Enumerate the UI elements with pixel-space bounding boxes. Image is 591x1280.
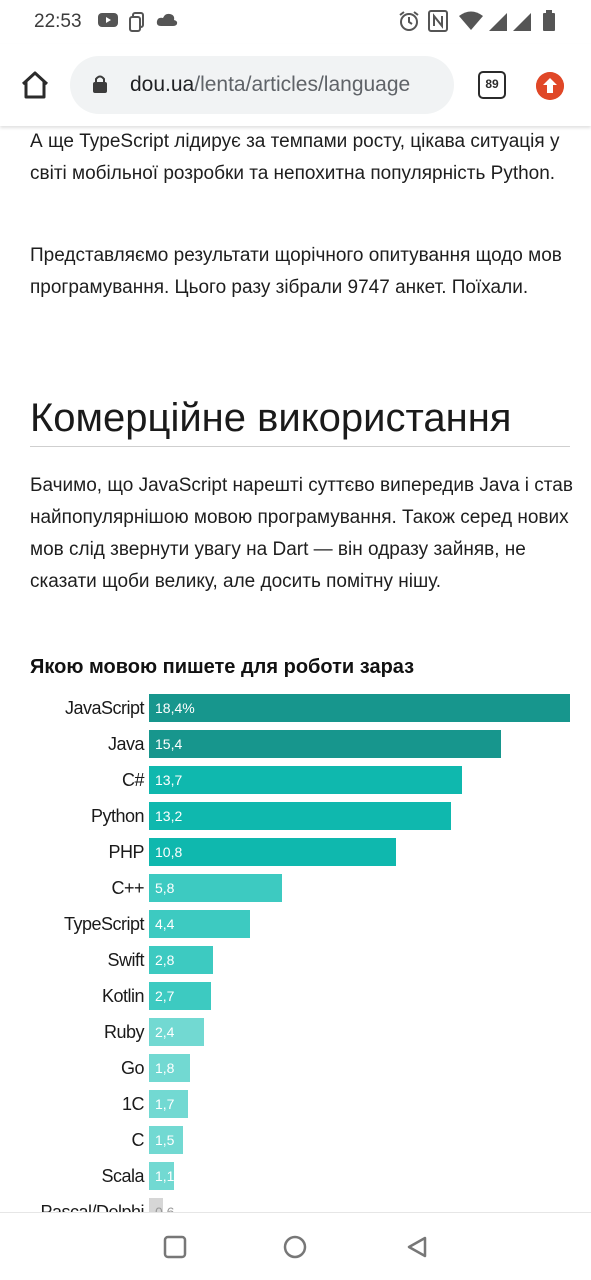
article-paragraph-2: Представляємо результати щорічного опиту… xyxy=(30,245,562,298)
chart-value-label: 2,4 xyxy=(155,1024,175,1040)
article-paragraph-1: А ще TypeScript лідирує за темпами росту… xyxy=(30,131,560,184)
chart-category-label: C xyxy=(131,1130,145,1150)
chart-bar: 2,7 xyxy=(149,982,211,1010)
battery-icon xyxy=(543,10,555,31)
copy-icon xyxy=(129,12,144,32)
chart-value-label: 2,8 xyxy=(155,952,175,968)
chart-row: TypeScript 4,4 xyxy=(0,909,591,939)
chart-category-label: Swift xyxy=(107,950,144,970)
cloud-icon xyxy=(156,13,178,26)
chart-bar: 5,8 xyxy=(149,874,282,902)
youtube-icon xyxy=(98,13,118,27)
wifi-icon xyxy=(459,11,483,30)
chart-bar: 2,8 xyxy=(149,946,213,974)
chart-category-label: 1C xyxy=(121,1094,145,1114)
chart-row: C++ 5,8 xyxy=(0,873,591,903)
chart-bar: 13,2 xyxy=(149,802,451,830)
chart-row: 1C 1,7 xyxy=(0,1089,591,1119)
chart-category-label: Kotlin xyxy=(101,986,145,1006)
home-button[interactable] xyxy=(14,64,56,106)
chart-bar: 1,8 xyxy=(149,1054,190,1082)
lock-icon xyxy=(93,75,107,93)
signal-icon-2 xyxy=(513,13,531,31)
nfc-icon xyxy=(428,10,448,32)
chart-value-label: 13,7 xyxy=(155,772,183,788)
chart-value-label: 1,8 xyxy=(155,1060,175,1076)
chart-bar: 1,1 xyxy=(149,1162,174,1190)
chart-bar: 13,7 xyxy=(149,766,462,794)
chart-category-label: Scala xyxy=(101,1166,144,1186)
system-nav-bar xyxy=(0,1212,591,1280)
status-time: 22:53 xyxy=(34,11,82,32)
url-text: dou.ua/lenta/articles/language xyxy=(130,73,410,97)
chart-category-label: JavaScript xyxy=(64,698,145,718)
chart-category-label: Ruby xyxy=(103,1022,145,1042)
chart-value-label: 10,8 xyxy=(155,844,183,860)
chart-value-label: 18,4% xyxy=(155,700,195,716)
status-bar: 22:53 xyxy=(0,0,591,44)
chart-row: Java 15,4 xyxy=(0,729,591,759)
chart-row: C 1,5 xyxy=(0,1125,591,1155)
chart-title: Якою мовою пишете для роботи зараз xyxy=(30,656,415,678)
chart-bar: 15,4 xyxy=(149,730,501,758)
chart-value-label: 1,1 xyxy=(155,1168,175,1184)
chart-category-label: Java xyxy=(107,734,145,754)
update-chrome-icon[interactable] xyxy=(536,72,564,100)
chart-category-label: TypeScript xyxy=(63,914,145,934)
chart-row: Swift 2,8 xyxy=(0,945,591,975)
chart-bar: 10,8 xyxy=(149,838,396,866)
chart-value-label: 5,8 xyxy=(155,880,175,896)
tab-switcher-button[interactable]: 89 xyxy=(478,71,506,99)
article-paragraph-3: Бачимо, що JavaScript нарешті суттєво ви… xyxy=(30,475,573,592)
url-path: /lenta/articles/language xyxy=(194,73,411,96)
chart-bar: 1,5 xyxy=(149,1126,183,1154)
chart-row: Kotlin 2,7 xyxy=(0,981,591,1011)
chart-category-label: Pascal/Delphi xyxy=(40,1202,144,1213)
chart-bar: 2,4 xyxy=(149,1018,204,1046)
chart-row: PHP 10,8 xyxy=(0,837,591,867)
browser-toolbar: dou.ua/lenta/articles/language 89 xyxy=(0,44,591,126)
chart-value-label: 2,7 xyxy=(155,988,175,1004)
chart-category-label: Python xyxy=(90,806,145,826)
chart-category-label: C# xyxy=(121,770,145,790)
recents-icon[interactable] xyxy=(163,1235,187,1259)
chart-category-label: C++ xyxy=(111,878,144,898)
chart-value-label: 0,6 xyxy=(155,1204,175,1213)
chart-category-label: PHP xyxy=(108,842,144,862)
chart-value-label: 1,7 xyxy=(155,1096,175,1112)
chart-row: Python 13,2 xyxy=(0,801,591,831)
chart-bar: 0,6 xyxy=(149,1198,174,1213)
signal-icon xyxy=(489,13,507,31)
chart-row: Scala 1,1 xyxy=(0,1161,591,1191)
url-domain: dou.ua xyxy=(130,73,195,96)
chart-bar: 1,7 xyxy=(149,1090,188,1118)
address-bar[interactable]: dou.ua/lenta/articles/language xyxy=(70,56,454,114)
chart-row: JavaScript 18,4% xyxy=(0,693,591,723)
chart-row: C# 13,7 xyxy=(0,765,591,795)
chart-value-label: 1,5 xyxy=(155,1132,175,1148)
chart-bar: 18,4% xyxy=(149,694,570,722)
alarm-icon xyxy=(399,11,419,31)
home-icon[interactable] xyxy=(283,1235,307,1259)
chart-category-label: Go xyxy=(120,1058,145,1078)
chart-value-label: 13,2 xyxy=(155,808,183,824)
section-heading: Комерційне використання xyxy=(30,396,512,440)
chart-row: Go 1,8 xyxy=(0,1053,591,1083)
chart-row: Ruby 2,4 xyxy=(0,1017,591,1047)
chart-value-label: 4,4 xyxy=(155,916,175,932)
back-icon[interactable] xyxy=(405,1235,429,1259)
chart-bar: 4,4 xyxy=(149,910,250,938)
chart-value-label: 15,4 xyxy=(155,736,183,752)
language-usage-chart: JavaScript 18,4% Java 15,4 C# 13,7 Python 13,2 P… xyxy=(0,693,591,1213)
chart-row: Pascal/Delphi 0,6 xyxy=(0,1197,591,1213)
heading-divider xyxy=(30,446,570,447)
